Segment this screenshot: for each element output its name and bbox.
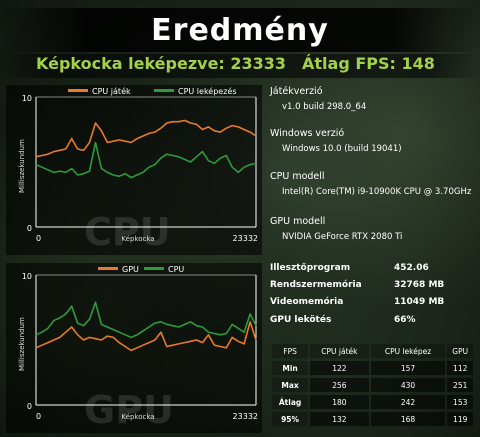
fps-table-cell: Min — [272, 361, 309, 375]
gpu-chart-svg: GPU GPU CPU 10 0 0 23332 Képkocka Millis… — [18, 265, 258, 432]
info-label-game-version: Játékverzió — [270, 86, 323, 97]
gpu-chart-watermark: GPU — [84, 388, 174, 432]
legend-swatch-cpu — [144, 267, 164, 270]
cpu-chart-x-label: Képkocka — [121, 235, 154, 243]
fps-table-header: FPS — [272, 344, 309, 358]
fps-table-cell: 157 — [370, 361, 446, 375]
fps-table-cell: 153 — [447, 395, 473, 409]
fps-table-cell: 112 — [447, 361, 473, 375]
summary-bar — [0, 54, 480, 78]
fps-table: FPS CPU játék CPU leképez GPU Min 122 15… — [270, 341, 475, 429]
gpu-frametime-chart: GPU GPU CPU 10 0 0 23332 Képkocka Millis… — [6, 263, 262, 433]
info-value-cpu-model: Intel(R) Core(TM) i9-10900K CPU @ 3.70GH… — [282, 187, 472, 197]
fps-table-cell: 168 — [370, 412, 446, 426]
cpu-chart-svg: CPU CPU játék CPU leképezés 10 0 0 23332… — [18, 86, 258, 254]
info-label-windows-version: Windows verzió — [270, 128, 345, 139]
title-bar: Eredmény — [0, 8, 480, 52]
fps-table-row: Átlag 180 242 153 — [272, 395, 473, 409]
gpu-chart-series-line-1 — [35, 301, 257, 339]
stat-label-video-memory: Videomemória — [270, 297, 344, 307]
stat-label-gpu-bound: GPU lekötés — [270, 315, 332, 325]
gpu-chart-xmin-tick: 0 — [36, 412, 41, 421]
cpu-chart-xmin-tick: 0 — [36, 234, 41, 243]
legend-swatch-cpu-game — [68, 89, 88, 92]
fps-table-cell: 242 — [370, 395, 446, 409]
legend-swatch-cpu-render — [154, 89, 174, 92]
stat-value-system-memory: 32768 MB — [394, 280, 445, 290]
gpu-chart-series — [35, 301, 257, 352]
info-value-gpu-model: NVIDIA GeForce RTX 2080 Ti — [282, 232, 403, 242]
info-cpu-model: CPU modell Intel(R) Core(TM) i9-10900K C… — [270, 171, 471, 198]
cpu-frametime-chart: CPU CPU játék CPU leképezés 10 0 0 23332… — [6, 85, 262, 255]
page-title: Eredmény — [151, 12, 329, 48]
fps-table-cell: 180 — [310, 395, 369, 409]
frames-rendered-summary: Képkocka leképezve: 23333 — [36, 54, 287, 73]
info-gpu-model: GPU modell NVIDIA GeForce RTX 2080 Ti — [270, 216, 402, 243]
cpu-chart-xmax-tick: 23332 — [233, 234, 258, 243]
gpu-chart-ymax-tick: 10 — [22, 272, 32, 281]
fps-table-header: CPU leképez — [370, 344, 446, 358]
cpu-chart-watermark: CPU — [84, 210, 171, 254]
info-game-version: Játékverzió v1.0 build 298.0_64 — [270, 86, 366, 113]
gpu-chart-x-label: Képkocka — [121, 413, 154, 421]
fps-table-header: CPU játék — [310, 344, 369, 358]
fps-table-cell: 251 — [447, 378, 473, 392]
info-label-gpu-model: GPU modell — [270, 216, 326, 227]
info-value-windows-version: Windows 10.0 (build 19041) — [282, 144, 402, 154]
legend-gpu: GPU — [122, 265, 139, 274]
fps-table-cell: Átlag — [272, 395, 309, 409]
legend-cpu-render: CPU leképezés — [178, 86, 237, 96]
average-fps-summary: Átlag FPS: 148 — [302, 54, 435, 73]
fps-table-cell: 256 — [310, 378, 369, 392]
gpu-chart-ymin-tick: 0 — [27, 402, 32, 411]
fps-table-row: Min 122 157 112 — [272, 361, 473, 375]
info-label-cpu-model: CPU modell — [270, 171, 325, 182]
fps-table-cell: 132 — [310, 412, 369, 426]
cpu-chart-series — [35, 119, 257, 179]
fps-table-header-row: FPS CPU játék CPU leképez GPU — [272, 344, 473, 358]
fps-table-cell: 122 — [310, 361, 369, 375]
fps-table-cell: 430 — [370, 378, 446, 392]
gpu-chart-series-line-0 — [35, 320, 257, 352]
fps-table-cell: Max — [272, 378, 309, 392]
stat-value-video-memory: 11049 MB — [394, 297, 445, 307]
gpu-chart-y-label: Milliszekundum — [18, 317, 26, 371]
cpu-chart-ymin-tick: 0 — [27, 224, 32, 233]
cpu-chart-ymax-tick: 10 — [22, 94, 32, 103]
fps-table-cell: 95% — [272, 412, 309, 426]
cpu-chart-series-line-0 — [35, 119, 257, 158]
legend-cpu-game: CPU játék — [92, 86, 131, 96]
fps-table-cell: 119 — [447, 412, 473, 426]
fps-table-header: GPU — [447, 344, 473, 358]
stat-value-driver: 452.06 — [394, 263, 429, 273]
cpu-chart-series-line-1 — [35, 141, 257, 179]
legend-cpu: CPU — [168, 265, 184, 274]
info-windows-version: Windows verzió Windows 10.0 (build 19041… — [270, 128, 402, 155]
fps-table-row: 95% 132 168 119 — [272, 412, 473, 426]
cpu-chart-y-label: Milliszekundum — [18, 139, 26, 193]
stat-label-system-memory: Rendszermemória — [270, 280, 362, 290]
info-value-game-version: v1.0 build 298.0_64 — [282, 102, 367, 112]
fps-table-row: Max 256 430 251 — [272, 378, 473, 392]
stat-value-gpu-bound: 66% — [394, 315, 416, 325]
stat-label-driver: Illesztőprogram — [270, 263, 351, 273]
gpu-chart-xmax-tick: 23332 — [233, 412, 258, 421]
legend-swatch-gpu — [98, 267, 118, 270]
